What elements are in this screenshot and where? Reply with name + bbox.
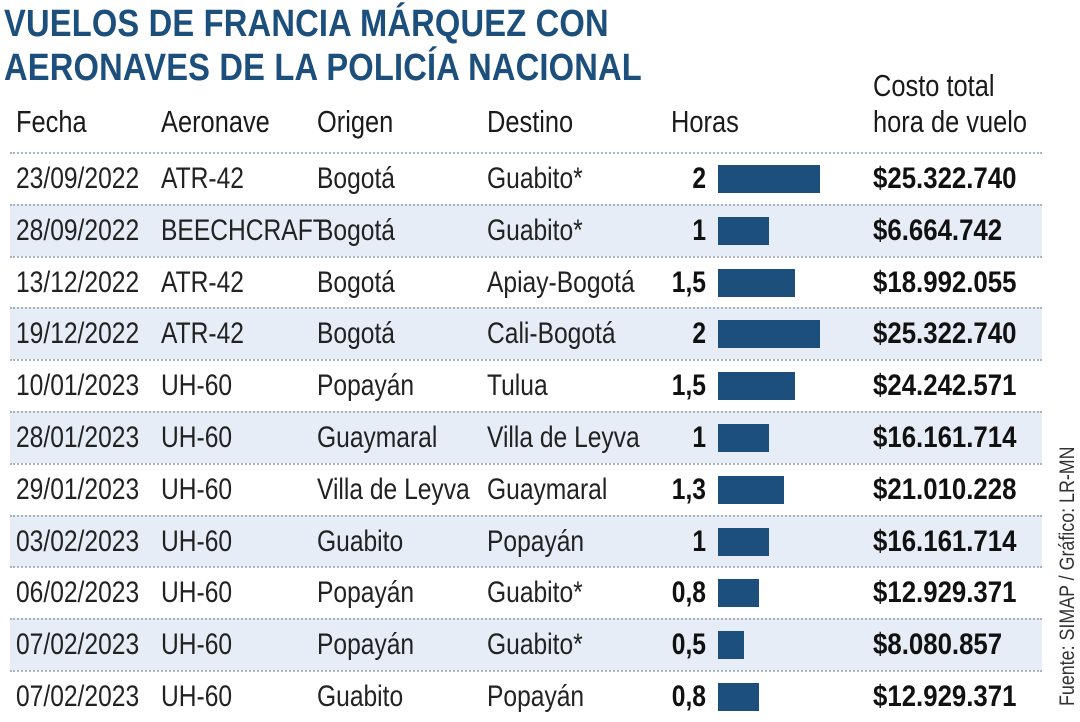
cell-origen: Popayán	[317, 576, 415, 610]
cell-fecha: 19/12/2022	[16, 317, 140, 351]
cell-fecha: 13/12/2022	[16, 265, 140, 299]
cell-fecha: 29/01/2023	[16, 472, 140, 506]
hours-bar	[718, 631, 744, 660]
cell-costo: $18.992.055	[873, 265, 1017, 299]
table-row: 10/01/2023 UH-60 Popayán Tulua $24.242.571 1,…	[10, 359, 1042, 411]
hours-bar	[718, 320, 820, 349]
cell-costo: $12.929.371	[873, 576, 1017, 610]
cell-destino: Guabito*	[487, 162, 583, 195]
cell-destino: Guabito*	[487, 628, 583, 662]
cell-costo: $25.322.740	[873, 317, 1017, 351]
cell-horas: 1	[692, 213, 706, 247]
cell-horas: 2	[692, 317, 706, 351]
table-row: 19/12/2022 ATR-42 Bogotá Cali-Bogotá $25.322…	[10, 307, 1042, 360]
cell-costo: $16.161.714	[873, 524, 1017, 558]
cell-destino: Tulua	[487, 369, 548, 403]
table-row: 06/02/2023 UH-60 Popayán Guabito* $12.929.37…	[10, 566, 1042, 618]
source-note: Fuente: SIMAP / Gráfico: LR-MN	[1056, 446, 1079, 706]
table-row: 07/02/2023 UH-60 Popayán Guabito* $8.080.857…	[10, 618, 1042, 671]
cell-aeronave: UH-60	[161, 576, 233, 610]
cell-origen: Bogotá	[317, 265, 395, 299]
cell-horas: 0,8	[671, 576, 706, 610]
cell-aeronave: UH-60	[161, 421, 233, 454]
cell-destino: Guabito*	[487, 576, 583, 610]
header-horas: Horas	[671, 104, 739, 139]
hours-bar	[718, 527, 769, 556]
table-row: 13/12/2022 ATR-42 Bogotá Apiay-Bogotá $18.99…	[10, 255, 1042, 308]
cell-aeronave: UH-60	[161, 472, 233, 506]
hours-bar	[718, 372, 795, 401]
cell-fecha: 06/02/2023	[16, 576, 140, 610]
cell-horas: 1,5	[671, 265, 706, 299]
header-aeronave: Aeronave	[161, 104, 270, 139]
cell-horas: 1	[692, 524, 706, 558]
cell-horas: 1,5	[671, 369, 706, 403]
header-costo-line2: hora de vuelo	[873, 104, 1028, 139]
table-row: 29/01/2023 UH-60 Villa de Leyva Guaymaral $2…	[10, 462, 1042, 515]
cell-destino: Guaymaral	[487, 472, 608, 506]
cell-destino: Popayán	[487, 680, 585, 713]
cell-aeronave: UH-60	[161, 628, 233, 662]
header-costo-line1: Costo total	[873, 68, 995, 103]
cell-costo: $12.929.371	[873, 680, 1017, 713]
cell-costo: $24.242.571	[873, 369, 1017, 403]
cell-horas: 0,8	[671, 680, 706, 713]
cell-fecha: 07/02/2023	[16, 680, 140, 713]
cell-fecha: 28/09/2022	[16, 213, 140, 247]
cell-costo: $16.161.714	[873, 421, 1017, 454]
cell-fecha: 10/01/2023	[16, 369, 140, 403]
cell-costo: $8.080.857	[873, 628, 1003, 662]
header-origen: Origen	[317, 104, 394, 139]
table-row: 07/02/2023 UH-60 Guabito Popayán $12.929.371…	[10, 670, 1042, 722]
cell-origen: Bogotá	[317, 317, 395, 351]
cell-fecha: 23/09/2022	[16, 162, 140, 195]
hours-bar	[718, 165, 820, 193]
cell-aeronave: UH-60	[161, 369, 233, 403]
cell-destino: Guabito*	[487, 213, 583, 247]
hours-bar	[718, 475, 784, 504]
cell-origen: Popayán	[317, 369, 415, 403]
cell-destino: Apiay-Bogotá	[487, 265, 635, 299]
cell-costo: $6.664.742	[873, 213, 1003, 247]
cell-horas: 1	[692, 421, 706, 454]
chart-title: VUELOS DE FRANCIA MÁRQUEZ CON AERONAVES …	[4, 3, 642, 89]
hours-bar	[718, 683, 759, 711]
cell-fecha: 28/01/2023	[16, 421, 140, 454]
cell-aeronave: BEECHCRAFT	[161, 213, 328, 247]
cell-origen: Villa de Leyva	[317, 472, 470, 506]
cell-costo: $25.322.740	[873, 162, 1017, 195]
cell-origen: Bogotá	[317, 162, 395, 195]
table-row: 28/01/2023 UH-60 Guaymaral Villa de Leyva $1…	[10, 411, 1042, 463]
cell-aeronave: ATR-42	[161, 162, 244, 195]
cell-aeronave: UH-60	[161, 524, 233, 558]
table-row: 23/09/2022 ATR-42 Bogotá Guabito* $25.322.74…	[10, 152, 1042, 204]
cell-origen: Bogotá	[317, 213, 395, 247]
hours-bar	[718, 216, 769, 245]
cell-horas: 0,5	[671, 628, 706, 662]
table-row: 03/02/2023 UH-60 Guabito Popayán $16.161.714…	[10, 514, 1042, 567]
header-destino: Destino	[487, 104, 574, 139]
cell-origen: Guabito	[317, 680, 404, 713]
cell-fecha: 07/02/2023	[16, 628, 140, 662]
cell-aeronave: UH-60	[161, 680, 233, 713]
header-fecha: Fecha	[16, 104, 87, 139]
cell-fecha: 03/02/2023	[16, 524, 140, 558]
hours-bar	[718, 579, 759, 608]
cell-origen: Guaymaral	[317, 421, 438, 454]
table-row: 28/09/2022 BEECHCRAFT Bogotá Guabito* $6.664…	[10, 203, 1042, 256]
hours-bar	[718, 424, 769, 452]
cell-aeronave: ATR-42	[161, 317, 244, 351]
cell-destino: Villa de Leyva	[487, 421, 640, 454]
cell-origen: Popayán	[317, 628, 415, 662]
hours-bar	[718, 268, 795, 297]
cell-origen: Guabito	[317, 524, 404, 558]
cell-aeronave: ATR-42	[161, 265, 244, 299]
cell-costo: $21.010.228	[873, 472, 1017, 506]
cell-horas: 1,3	[671, 472, 706, 506]
cell-destino: Popayán	[487, 524, 585, 558]
cell-destino: Cali-Bogotá	[487, 317, 616, 351]
cell-horas: 2	[692, 162, 706, 195]
